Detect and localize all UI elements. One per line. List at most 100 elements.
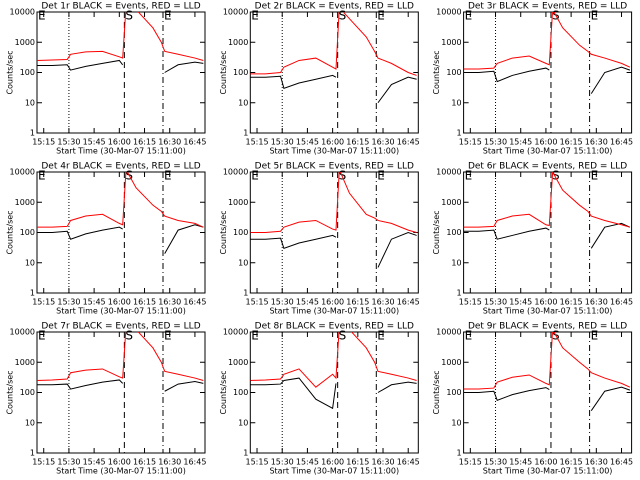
x-tick-label: 16:30 xyxy=(371,298,394,307)
y-tick-label: 10000 xyxy=(436,168,461,177)
x-tick-label: 15:45 xyxy=(296,458,319,467)
annotation: E xyxy=(465,329,473,343)
x-tick-label: 16:00 xyxy=(108,458,131,467)
y-tick-label: 1000 xyxy=(228,38,248,47)
x-tick-label: 15:15 xyxy=(245,298,268,307)
annotation: E xyxy=(377,329,385,343)
y-tick-label: 10000 xyxy=(436,8,461,17)
y-tick-label: 10 xyxy=(451,258,461,267)
x-tick-label: 16:00 xyxy=(321,458,344,467)
x-tick-label: 15:45 xyxy=(83,298,106,307)
y-tick-label: 100 xyxy=(446,68,461,77)
x-tick-label: 16:30 xyxy=(585,298,608,307)
chart-title: Det 4r BLACK = Events, RED = LLD xyxy=(41,162,200,172)
y-tick-label: 1 xyxy=(30,289,35,298)
series-line xyxy=(37,12,204,61)
annotation: E xyxy=(377,169,385,183)
y-tick-label: 1000 xyxy=(15,358,35,367)
series-line xyxy=(37,172,204,228)
annotation: S xyxy=(552,169,560,183)
y-tick-label: 100 xyxy=(20,228,35,237)
annotation: E xyxy=(38,9,46,23)
x-tick-label: 16:30 xyxy=(585,138,608,147)
y-axis-label: Counts/sec xyxy=(219,50,228,94)
panel: Det 6r BLACK = Events, RED = LLD Start Ti… xyxy=(432,162,633,316)
x-tick-label: 16:15 xyxy=(346,458,369,467)
x-tick-label: 16:15 xyxy=(133,138,156,147)
annotation: E xyxy=(251,169,259,183)
annotation: S xyxy=(339,9,347,23)
y-tick-label: 100 xyxy=(446,228,461,237)
panel: Det 2r BLACK = Events, RED = LLD Start Ti… xyxy=(219,2,420,156)
y-tick-label: 100 xyxy=(20,388,35,397)
y-tick-label: 10 xyxy=(25,98,35,107)
panel: Det 7r BLACK = Events, RED = LLD Start Ti… xyxy=(6,322,207,476)
x-tick-label: 16:00 xyxy=(534,138,557,147)
x-axis-label: Start Time (30-Mar-07 15:11:00) xyxy=(269,307,399,316)
annotation: S xyxy=(125,329,133,343)
x-tick-label: 16:15 xyxy=(560,458,583,467)
y-tick-label: 100 xyxy=(233,388,248,397)
y-axis-label: Counts/sec xyxy=(6,50,15,94)
y-tick-label: 1 xyxy=(457,449,462,458)
x-tick-label: 15:15 xyxy=(32,138,55,147)
y-tick-label: 1 xyxy=(457,129,462,138)
x-tick-label: 15:30 xyxy=(271,458,294,467)
y-tick-label: 100 xyxy=(233,68,248,77)
chart-title: Det 8r BLACK = Events, RED = LLD xyxy=(255,322,414,332)
series-line xyxy=(37,332,204,381)
annotation: E xyxy=(38,169,46,183)
y-axis-label: Counts/sec xyxy=(432,370,441,414)
x-tick-label: 16:15 xyxy=(346,298,369,307)
x-tick-label: 15:45 xyxy=(296,298,319,307)
x-tick-label: 16:15 xyxy=(560,138,583,147)
series-line xyxy=(463,386,631,411)
series-line xyxy=(250,74,417,104)
x-tick-label: 16:00 xyxy=(321,138,344,147)
series-line xyxy=(463,222,631,249)
x-tick-label: 15:45 xyxy=(83,458,106,467)
x-tick-label: 16:30 xyxy=(585,458,608,467)
panel: Det 8r BLACK = Events, RED = LLD Start Ti… xyxy=(219,322,420,476)
x-tick-label: 15:30 xyxy=(57,138,80,147)
x-tick-label: 15:15 xyxy=(32,458,55,467)
y-tick-label: 1000 xyxy=(228,198,248,207)
x-axis-label: Start Time (30-Mar-07 15:11:00) xyxy=(56,307,186,316)
x-tick-label: 15:30 xyxy=(484,458,507,467)
x-tick-label: 15:15 xyxy=(32,298,55,307)
x-tick-label: 16:00 xyxy=(534,458,557,467)
y-tick-label: 1 xyxy=(30,449,35,458)
x-tick-label: 15:30 xyxy=(57,458,80,467)
series-line xyxy=(250,332,417,388)
x-tick-label: 16:45 xyxy=(610,298,633,307)
chart-title: Det 9r BLACK = Events, RED = LLD xyxy=(468,322,627,332)
y-tick-label: 1 xyxy=(243,129,248,138)
x-tick-label: 16:45 xyxy=(397,458,420,467)
annotation: E xyxy=(251,329,259,343)
x-tick-label: 16:30 xyxy=(158,458,181,467)
y-tick-label: 10 xyxy=(451,418,461,427)
y-tick-label: 10000 xyxy=(223,328,248,337)
x-tick-label: 15:30 xyxy=(484,138,507,147)
x-tick-label: 15:30 xyxy=(57,298,80,307)
x-tick-label: 15:45 xyxy=(83,138,106,147)
annotation: E xyxy=(591,329,599,343)
x-axis-label: Start Time (30-Mar-07 15:11:00) xyxy=(56,147,186,156)
panel: Det 3r BLACK = Events, RED = LLD Start Ti… xyxy=(432,2,633,156)
x-tick-label: 16:45 xyxy=(397,138,420,147)
annotation: E xyxy=(164,9,172,23)
y-tick-label: 1000 xyxy=(228,358,248,367)
x-tick-label: 16:30 xyxy=(371,458,394,467)
series-line xyxy=(250,12,417,76)
y-axis-label: Counts/sec xyxy=(432,210,441,254)
panel: Det 1r BLACK = Events, RED = LLD Start Ti… xyxy=(6,2,207,156)
x-axis-label: Start Time (30-Mar-07 15:11:00) xyxy=(483,147,613,156)
y-axis-label: Counts/sec xyxy=(219,370,228,414)
x-tick-label: 16:45 xyxy=(610,458,633,467)
x-tick-label: 15:45 xyxy=(509,138,532,147)
annotation: E xyxy=(377,9,385,23)
annotation: E xyxy=(164,169,172,183)
panel: Det 4r BLACK = Events, RED = LLD Start Ti… xyxy=(6,162,207,316)
series-line xyxy=(250,231,417,268)
